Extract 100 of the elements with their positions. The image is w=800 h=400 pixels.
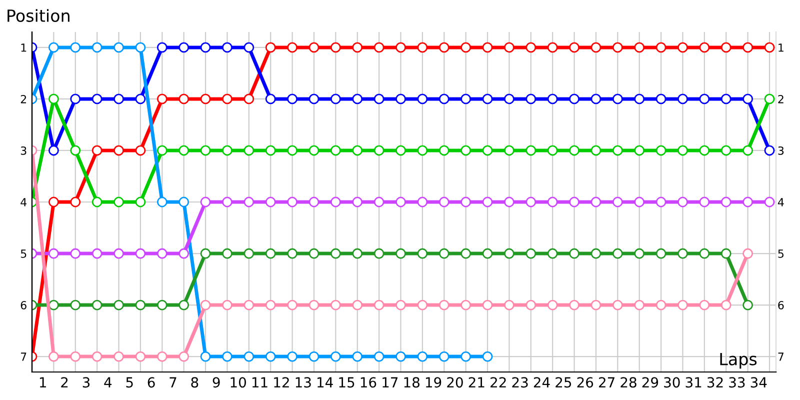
- point: [244, 351, 254, 362]
- x-tick-label: 22: [490, 377, 506, 388]
- point: [678, 94, 688, 104]
- point: [482, 351, 493, 362]
- point: [156, 94, 168, 104]
- point: [547, 94, 558, 104]
- point: [352, 248, 363, 259]
- point: [482, 42, 493, 53]
- point: [656, 42, 666, 53]
- y2-tick-label: 3: [778, 146, 784, 155]
- point: [308, 94, 320, 104]
- point: [265, 248, 276, 259]
- point: [352, 42, 363, 53]
- point: [222, 300, 232, 310]
- x-tick-label: 10: [230, 377, 246, 388]
- point: [482, 248, 493, 259]
- point: [200, 300, 211, 310]
- point: [526, 94, 536, 104]
- point: [656, 300, 666, 310]
- x-tick-label: 19: [426, 377, 442, 388]
- point: [222, 94, 232, 104]
- point: [374, 351, 384, 362]
- point: [504, 196, 514, 208]
- point: [720, 145, 732, 156]
- point: [244, 94, 254, 104]
- point: [590, 94, 602, 104]
- y2-tick-label: 6: [778, 301, 784, 310]
- point: [526, 300, 536, 310]
- point: [330, 94, 341, 104]
- x-tick-label: 26: [577, 377, 594, 388]
- x-tick-label: 31: [686, 377, 702, 388]
- y-tick-label: 6: [20, 301, 26, 310]
- x-tick-label: 8: [191, 377, 198, 388]
- point: [200, 351, 211, 362]
- x-tick-label: 28: [620, 377, 636, 388]
- point: [678, 145, 688, 156]
- x-tick-label: 30: [664, 377, 680, 388]
- y-tick-label: 4: [20, 198, 27, 206]
- point: [287, 94, 298, 104]
- point: [265, 196, 276, 208]
- point: [156, 42, 168, 53]
- point: [265, 94, 276, 104]
- point: [612, 300, 623, 310]
- point: [222, 248, 232, 259]
- point: [526, 145, 536, 156]
- point: [48, 300, 59, 310]
- point: [92, 196, 102, 208]
- point: [200, 248, 211, 259]
- point: [396, 145, 406, 156]
- x-tick-label: 1: [40, 377, 46, 388]
- point: [114, 248, 124, 259]
- point: [634, 145, 645, 156]
- point: [526, 248, 536, 259]
- x-tick-label: 6: [148, 377, 155, 388]
- point: [48, 196, 59, 208]
- point: [504, 300, 514, 310]
- point: [438, 145, 450, 156]
- point: [764, 145, 775, 156]
- point: [678, 248, 688, 259]
- point: [200, 196, 211, 208]
- point: [374, 145, 384, 156]
- point: [265, 300, 276, 310]
- y2-tick-label: 5: [778, 250, 784, 258]
- point: [460, 42, 472, 53]
- point: [438, 300, 450, 310]
- x-tick-label: 29: [642, 377, 658, 388]
- point: [48, 145, 59, 156]
- point: [590, 145, 602, 156]
- point: [438, 196, 450, 208]
- point: [612, 42, 623, 53]
- point: [244, 145, 254, 156]
- y2-tick-label: 7: [778, 352, 784, 361]
- point: [460, 145, 472, 156]
- point: [70, 42, 81, 53]
- point: [438, 94, 450, 104]
- point: [287, 351, 298, 362]
- point: [114, 351, 124, 362]
- point: [114, 145, 124, 156]
- point: [460, 248, 472, 259]
- point: [200, 145, 211, 156]
- point: [135, 248, 146, 259]
- point: [308, 42, 320, 53]
- point: [482, 94, 493, 104]
- point: [308, 248, 320, 259]
- x-axis-title: Laps: [720, 352, 757, 369]
- point: [352, 351, 363, 362]
- y2-tick-label: 1: [778, 44, 784, 52]
- point: [308, 351, 320, 362]
- point: [699, 94, 710, 104]
- point: [656, 94, 666, 104]
- point: [612, 94, 623, 104]
- point: [460, 196, 472, 208]
- point: [114, 42, 124, 53]
- point: [374, 94, 384, 104]
- point: [135, 94, 146, 104]
- x-tick-label: 14: [318, 377, 333, 388]
- point: [308, 300, 320, 310]
- x-tick-label: 17: [382, 377, 398, 388]
- point: [135, 145, 146, 156]
- point: [417, 300, 428, 310]
